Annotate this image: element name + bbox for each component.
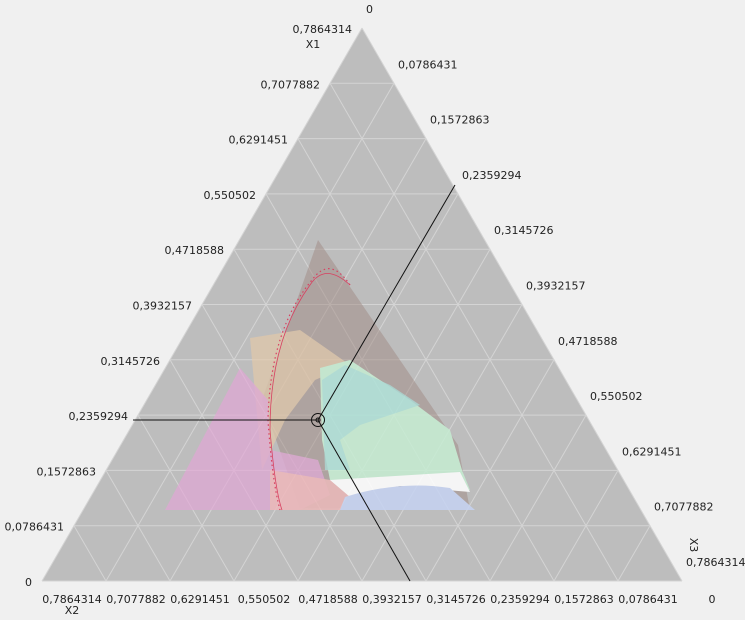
region-white (330, 472, 470, 497)
tick-label: 0,4718588 (558, 335, 618, 348)
grid-line (553, 470, 619, 582)
contour-line (269, 273, 351, 511)
regions (165, 240, 475, 510)
tick-label: 0 (366, 3, 373, 16)
grid-line (73, 525, 107, 582)
tick-label: 0,4718588 (164, 244, 224, 257)
tick-label: 0,3145726 (494, 224, 553, 237)
grid-line (41, 27, 363, 582)
tick-label: 0 (709, 593, 716, 606)
tick-label: 0,3145726 (101, 355, 161, 368)
tick-label: 0,7077882 (654, 501, 714, 514)
tick-label: 0,7864314 (42, 593, 102, 606)
tick-label: 0,0786431 (4, 521, 64, 534)
axis-title-x2: X2 (65, 604, 80, 617)
crosshair (133, 184, 456, 582)
axis-title-x1: X1 (306, 38, 321, 51)
tick-label: 0,550502 (590, 390, 643, 403)
tick-label: 0,550502 (204, 189, 257, 202)
tick-label: 0,6291451 (622, 445, 682, 458)
region-peach (250, 330, 350, 470)
tick-label: 0,7864314 (293, 23, 353, 36)
tick-label: 0,2359294 (490, 593, 550, 606)
region-blue (340, 485, 475, 510)
tick-label: 0,3932157 (133, 300, 193, 313)
tick-label: 0,1572863 (37, 465, 97, 478)
crosshair-marker[interactable] (311, 413, 325, 427)
tick-label: 0,4718588 (298, 593, 358, 606)
tick-label: 0,3932157 (362, 593, 422, 606)
tick-label: 0,6291451 (229, 134, 289, 147)
tick-label: 0,0786431 (398, 58, 458, 71)
crosshair-x2 (317, 419, 411, 582)
region-teal (322, 365, 420, 470)
tick-label: 0,2359294 (68, 410, 128, 423)
grid-line (489, 414, 587, 582)
tick-label: 0,3145726 (426, 593, 486, 606)
axis-title-x3: X3 (687, 538, 700, 553)
tick-label: 0,7864314 (686, 556, 745, 569)
tick-label: 0,6291451 (170, 593, 230, 606)
tick-label: 0,550502 (238, 593, 291, 606)
grid-line (105, 83, 395, 582)
tick-label: 0,3932157 (526, 280, 586, 293)
grid-line (617, 525, 651, 582)
tick-label: 0,0786431 (618, 593, 678, 606)
contour-dotted (267, 268, 351, 511)
tick-label: 0,7077882 (260, 78, 320, 91)
region-red (270, 470, 360, 510)
crosshair-center (315, 417, 321, 423)
tick-label: 0,2359294 (462, 169, 522, 182)
grid-line (425, 359, 555, 582)
grid-line (329, 83, 619, 582)
tick-label: 0,7077882 (106, 593, 166, 606)
tick-label: 0,1572863 (554, 593, 614, 606)
tick-label: 0,1572863 (430, 114, 490, 127)
crosshair-x3 (317, 184, 456, 421)
tick-label: 0 (25, 576, 32, 589)
